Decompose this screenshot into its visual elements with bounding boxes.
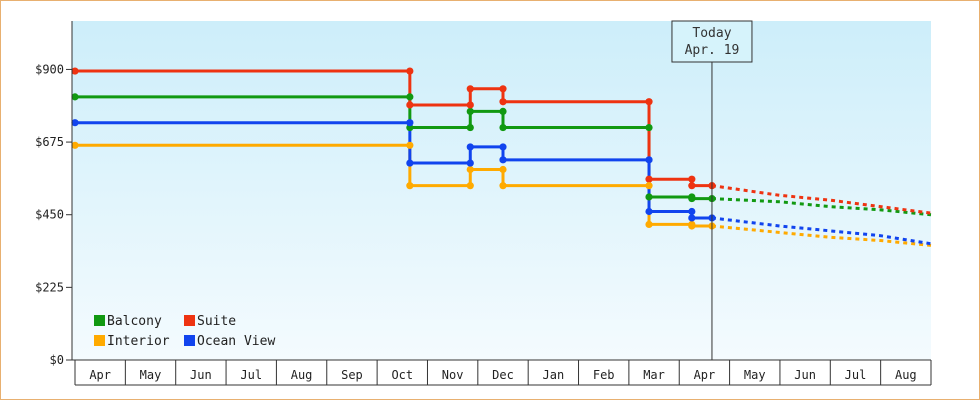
legend-label-interior: Interior bbox=[107, 334, 170, 349]
data-point-ocean-view-8 bbox=[645, 207, 653, 216]
legend: Balcony Suite Interior Ocean View bbox=[94, 314, 275, 349]
data-point-balcony-10 bbox=[688, 194, 696, 203]
x-tick-label: Feb bbox=[593, 368, 615, 382]
legend-swatch-interior bbox=[94, 335, 105, 346]
legend-swatch-ocean-view bbox=[184, 335, 195, 346]
data-point-suite-0 bbox=[71, 67, 79, 75]
data-point-interior-2 bbox=[406, 182, 414, 190]
data-point-ocean-view-5 bbox=[499, 143, 507, 151]
forecast-line-suite bbox=[711, 184, 932, 215]
data-point-interior-6 bbox=[499, 182, 507, 190]
today-label: Today bbox=[692, 26, 731, 41]
data-point-balcony-7 bbox=[645, 123, 653, 132]
forecast-line-balcony bbox=[711, 197, 932, 217]
y-tick-label: $900 bbox=[35, 62, 64, 76]
data-point-balcony-4 bbox=[466, 107, 474, 115]
x-tick-label: Nov bbox=[442, 368, 464, 382]
x-tick-label: Aug bbox=[291, 368, 313, 382]
legend-label-ocean-view: Ocean View bbox=[197, 334, 275, 349]
legend-swatch-balcony bbox=[94, 315, 105, 326]
y-tick-label: $450 bbox=[35, 208, 64, 222]
axes: $0 $225 $450 $675 $900 Apr May Jun Jul Aug Sep Oct N… bbox=[35, 21, 932, 386]
today-marker: Today Apr. 19 bbox=[671, 20, 753, 360]
x-tick-label: Dec bbox=[492, 368, 514, 382]
forecast-line-ocean-view bbox=[711, 216, 932, 246]
data-point-balcony-3 bbox=[466, 123, 474, 132]
y-tick-label: $0 bbox=[50, 353, 64, 367]
data-point-suite-8 bbox=[645, 175, 653, 183]
data-point-interior-8 bbox=[645, 220, 653, 228]
data-point-interior-5 bbox=[499, 165, 507, 174]
forecast-line-interior bbox=[711, 224, 932, 247]
forecast-lines bbox=[711, 184, 932, 247]
x-tick-label: May bbox=[744, 368, 766, 382]
plot-area bbox=[72, 21, 931, 360]
data-point-suite-2 bbox=[406, 101, 414, 109]
y-tick-label: $675 bbox=[35, 135, 64, 149]
data-point-ocean-view-9 bbox=[688, 207, 696, 216]
data-point-interior-1 bbox=[406, 141, 414, 149]
x-tick-label: Jul bbox=[845, 368, 867, 382]
data-point-interior-3 bbox=[466, 182, 474, 190]
x-tick-label: May bbox=[140, 368, 162, 382]
data-point-suite-3 bbox=[466, 101, 474, 109]
today-date: Apr. 19 bbox=[685, 43, 740, 58]
data-point-ocean-view-3 bbox=[466, 159, 474, 167]
x-tick-label: Apr bbox=[89, 368, 111, 382]
data-point-balcony-0 bbox=[71, 93, 79, 101]
data-point-ocean-view-7 bbox=[645, 156, 653, 164]
data-point-balcony-5 bbox=[499, 107, 507, 115]
data-point-balcony-8 bbox=[645, 193, 653, 201]
x-tick-label: Jan bbox=[543, 368, 565, 382]
data-point-ocean-view-6 bbox=[499, 156, 507, 164]
today-box bbox=[671, 20, 753, 63]
data-point-suite-9 bbox=[688, 175, 696, 183]
x-tick-label: Jun bbox=[190, 368, 212, 382]
x-tick-label: Oct bbox=[391, 368, 413, 382]
data-point-balcony-6 bbox=[499, 123, 507, 132]
x-tick-label: Apr bbox=[694, 368, 716, 382]
x-tick-label: Jul bbox=[240, 368, 262, 382]
data-point-suite-4 bbox=[466, 85, 474, 93]
legend-swatch-suite bbox=[184, 315, 195, 326]
data-point-ocean-view-10 bbox=[688, 214, 696, 222]
data-point-interior-0 bbox=[71, 141, 79, 149]
x-tick-label: Aug bbox=[895, 368, 917, 382]
data-point-interior-10 bbox=[688, 222, 696, 230]
data-point-ocean-view-0 bbox=[71, 119, 79, 127]
data-point-interior-4 bbox=[466, 165, 474, 174]
data-point-suite-1 bbox=[406, 67, 414, 75]
x-tick-label: Jun bbox=[794, 368, 816, 382]
legend-label-suite: Suite bbox=[197, 314, 236, 329]
data-point-suite-10 bbox=[688, 182, 696, 190]
legend-label-balcony: Balcony bbox=[107, 314, 162, 329]
data-point-suite-5 bbox=[499, 85, 507, 93]
x-tick-label: Sep bbox=[341, 368, 363, 382]
data-point-ocean-view-2 bbox=[406, 159, 414, 167]
data-point-balcony-1 bbox=[406, 93, 414, 101]
data-point-suite-7 bbox=[645, 98, 653, 106]
data-point-suite-6 bbox=[499, 98, 507, 106]
y-tick-label: $225 bbox=[35, 280, 64, 294]
data-point-interior-7 bbox=[645, 182, 653, 190]
series-points bbox=[71, 67, 716, 230]
x-tick-label: Mar bbox=[643, 368, 665, 382]
data-point-ocean-view-4 bbox=[466, 143, 474, 151]
data-point-ocean-view-1 bbox=[406, 119, 414, 127]
